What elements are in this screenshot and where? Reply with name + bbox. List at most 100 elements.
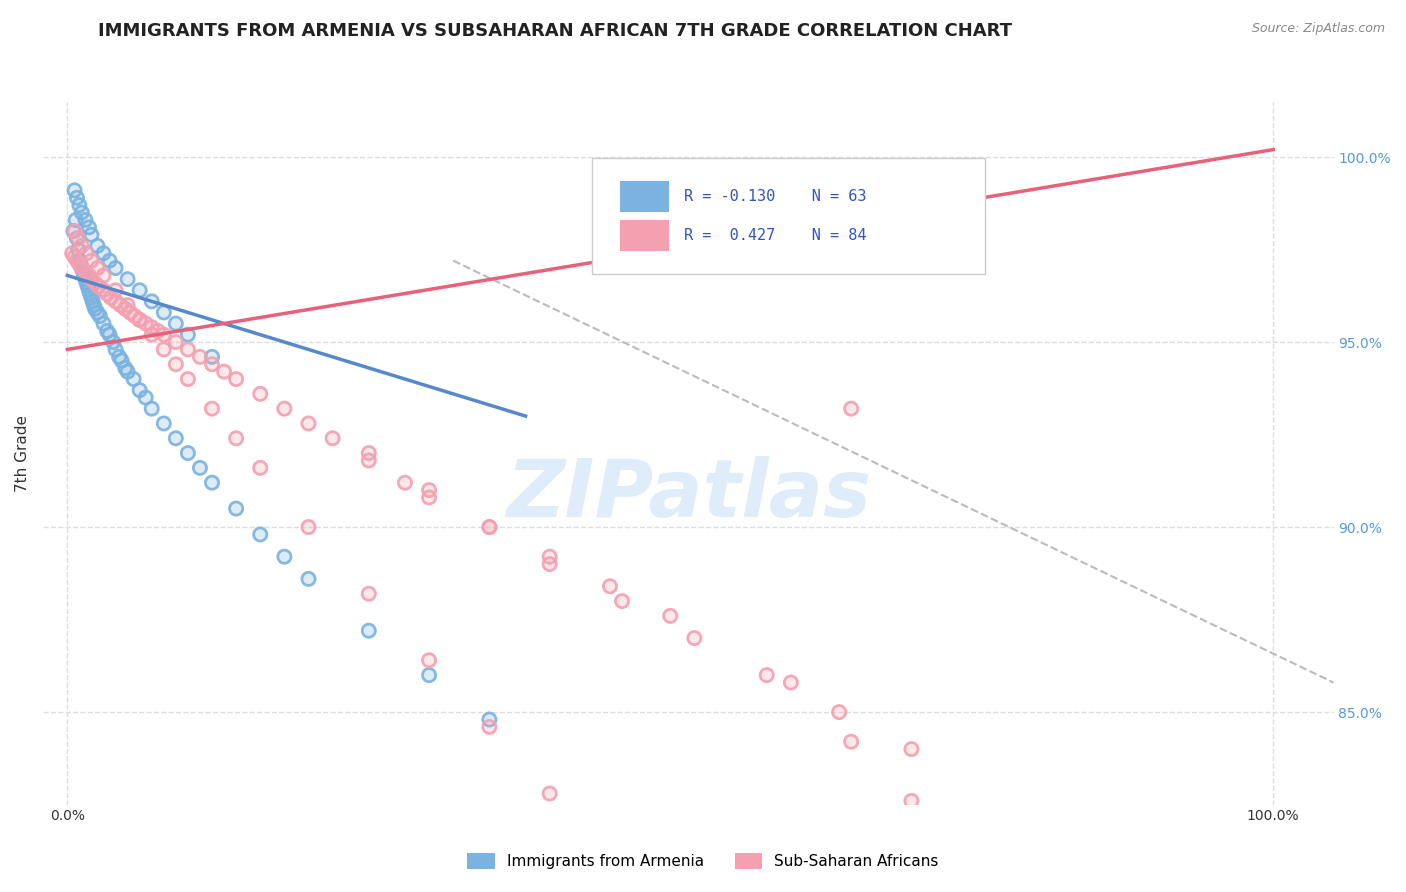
Point: [67, 257, 90, 271]
Point: [101, 334, 124, 349]
Point: [249, 461, 271, 475]
Point: [357, 453, 380, 467]
Point: [960, 853, 983, 867]
Point: [146, 324, 169, 338]
Point: [63, 250, 86, 264]
Point: [273, 549, 295, 564]
Point: [165, 317, 187, 331]
Point: [84, 276, 107, 290]
Point: [478, 520, 501, 534]
Point: [67, 243, 90, 257]
Point: [70, 260, 93, 275]
Point: [75, 272, 97, 286]
Point: [104, 283, 127, 297]
Point: [77, 268, 100, 283]
Point: [128, 283, 150, 297]
Point: [141, 327, 163, 342]
Point: [65, 213, 87, 227]
Point: [122, 372, 145, 386]
Point: [357, 446, 380, 460]
Point: [93, 283, 115, 297]
Point: [98, 253, 121, 268]
Point: [83, 298, 105, 312]
Point: [141, 294, 163, 309]
Point: [683, 631, 706, 645]
Point: [80, 253, 103, 268]
Point: [225, 501, 247, 516]
Point: [322, 431, 344, 445]
Point: [188, 350, 211, 364]
Point: [63, 183, 86, 197]
Point: [128, 313, 150, 327]
Point: [297, 520, 319, 534]
Point: [357, 446, 380, 460]
Point: [839, 401, 862, 416]
Point: [128, 383, 150, 397]
Point: [297, 417, 319, 431]
Point: [755, 668, 778, 682]
Point: [177, 327, 200, 342]
Point: [135, 317, 157, 331]
Point: [212, 365, 235, 379]
Text: Source: ZipAtlas.com: Source: ZipAtlas.com: [1251, 22, 1385, 36]
Text: ZIPatlas: ZIPatlas: [506, 456, 870, 534]
Point: [67, 231, 90, 245]
Point: [65, 213, 87, 227]
Point: [84, 301, 107, 316]
Point: [599, 579, 621, 593]
Point: [418, 491, 440, 505]
Point: [66, 231, 89, 245]
Point: [177, 446, 200, 460]
Point: [80, 291, 103, 305]
Point: [93, 246, 115, 260]
Point: [188, 461, 211, 475]
Point: [70, 260, 93, 275]
Point: [141, 320, 163, 334]
Point: [659, 608, 682, 623]
Point: [225, 431, 247, 445]
Point: [141, 327, 163, 342]
Point: [76, 279, 98, 293]
Point: [114, 361, 136, 376]
Point: [128, 383, 150, 397]
Point: [76, 276, 98, 290]
Point: [63, 183, 86, 197]
Point: [225, 501, 247, 516]
Point: [165, 334, 187, 349]
Point: [114, 301, 136, 316]
Point: [188, 350, 211, 364]
Point: [212, 365, 235, 379]
Point: [89, 309, 111, 323]
Point: [357, 587, 380, 601]
Point: [70, 260, 93, 275]
Point: [418, 668, 440, 682]
Point: [76, 246, 98, 260]
Point: [478, 713, 501, 727]
Point: [76, 279, 98, 293]
Point: [599, 579, 621, 593]
Point: [93, 268, 115, 283]
Point: [104, 283, 127, 297]
Point: [478, 520, 501, 534]
Legend: Immigrants from Armenia, Sub-Saharan Africans: Immigrants from Armenia, Sub-Saharan Afr…: [461, 847, 945, 875]
Point: [960, 853, 983, 867]
Point: [80, 227, 103, 242]
Point: [478, 713, 501, 727]
Bar: [620, 220, 669, 252]
Point: [418, 653, 440, 667]
Point: [96, 287, 118, 301]
Point: [110, 298, 132, 312]
Point: [73, 268, 96, 283]
Point: [128, 313, 150, 327]
Point: [70, 260, 93, 275]
Y-axis label: 7th Grade: 7th Grade: [15, 415, 30, 491]
Point: [110, 353, 132, 368]
Bar: [620, 181, 669, 212]
Point: [273, 401, 295, 416]
Point: [779, 675, 801, 690]
Point: [76, 276, 98, 290]
Point: [93, 268, 115, 283]
Point: [69, 257, 91, 271]
Point: [104, 294, 127, 309]
Point: [82, 294, 104, 309]
